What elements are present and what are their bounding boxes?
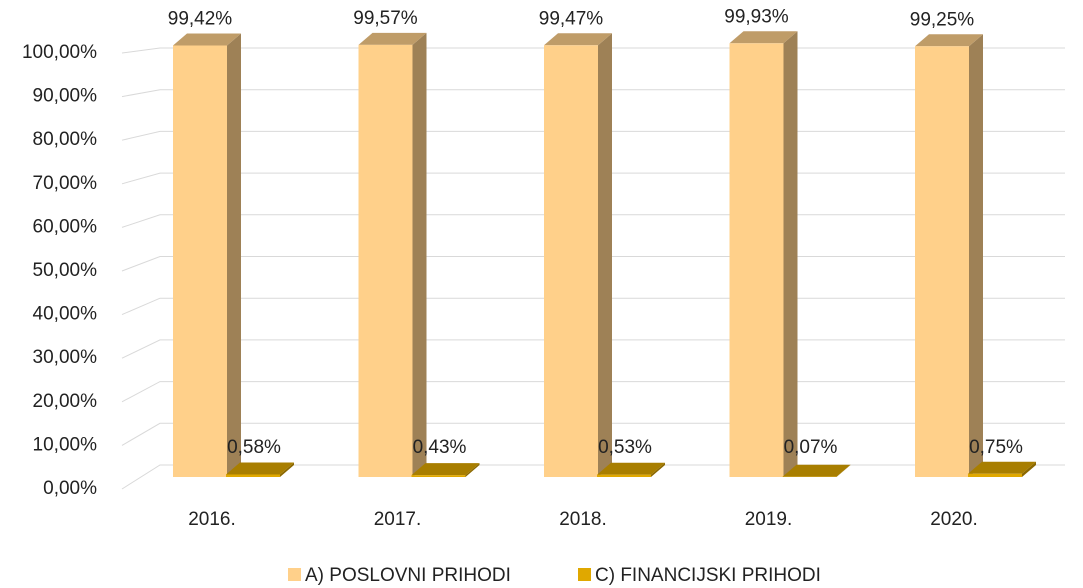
value-label: 99,57% <box>353 8 418 29</box>
bar-top <box>173 33 241 46</box>
bar <box>968 473 1022 477</box>
bar <box>358 44 413 477</box>
value-label: 99,42% <box>168 9 233 30</box>
bar-top <box>729 31 798 44</box>
value-label: 99,47% <box>539 8 604 29</box>
y-tick-label: 40,00% <box>33 304 98 325</box>
value-label: 0,07% <box>784 437 838 458</box>
legend-swatch <box>578 568 591 581</box>
bar-top <box>597 462 665 475</box>
bar <box>226 474 280 477</box>
bar-top <box>782 464 851 477</box>
value-label: 0,43% <box>413 437 467 458</box>
legend-swatch <box>288 568 301 581</box>
y-tick-label: 20,00% <box>33 391 98 412</box>
bar-side <box>1022 461 1036 477</box>
bar-side <box>280 462 294 477</box>
bar <box>173 45 227 477</box>
bar-side <box>783 31 798 477</box>
y-tick-label: 90,00% <box>33 86 98 107</box>
bar <box>597 474 651 477</box>
bar-top <box>411 463 480 476</box>
bar <box>915 46 969 477</box>
bar-top <box>226 462 294 475</box>
y-tick-label: 30,00% <box>33 347 98 368</box>
legend-label: C) FINANCIJSKI PRIHODI <box>595 565 821 586</box>
bar-top <box>968 461 1036 474</box>
value-label: 0,75% <box>969 437 1023 458</box>
y-tick-label: 10,00% <box>33 434 98 455</box>
bar-side <box>465 463 480 477</box>
bar-top <box>358 32 427 45</box>
bar <box>729 43 784 477</box>
legend-label: A) POSLOVNI PRIHODI <box>305 565 511 586</box>
bar-side <box>969 34 983 477</box>
y-tick-label: 50,00% <box>33 260 98 281</box>
bar <box>411 475 466 477</box>
value-label: 0,58% <box>227 437 281 458</box>
value-label: 99,25% <box>910 9 975 30</box>
x-tick-label: 2020. <box>930 509 978 530</box>
value-label: 99,93% <box>724 6 789 27</box>
bar-side <box>836 464 851 477</box>
y-tick-label: 80,00% <box>33 129 98 150</box>
bar-side <box>227 33 241 477</box>
bar <box>544 45 598 477</box>
bar-side <box>651 462 665 477</box>
y-tick-label: 100,00% <box>22 42 97 63</box>
x-tick-label: 2018. <box>559 509 607 530</box>
value-label: 0,53% <box>598 437 652 458</box>
bar-top <box>544 33 612 46</box>
y-tick-label: 0,00% <box>43 478 97 499</box>
x-tick-label: 2019. <box>745 509 793 530</box>
x-tick-label: 2017. <box>374 509 422 530</box>
bar-side <box>412 32 427 477</box>
x-tick-label: 2016. <box>188 509 236 530</box>
y-tick-label: 70,00% <box>33 173 98 194</box>
bar-top <box>915 34 983 47</box>
bar-side <box>598 33 612 477</box>
y-tick-label: 60,00% <box>33 216 98 237</box>
